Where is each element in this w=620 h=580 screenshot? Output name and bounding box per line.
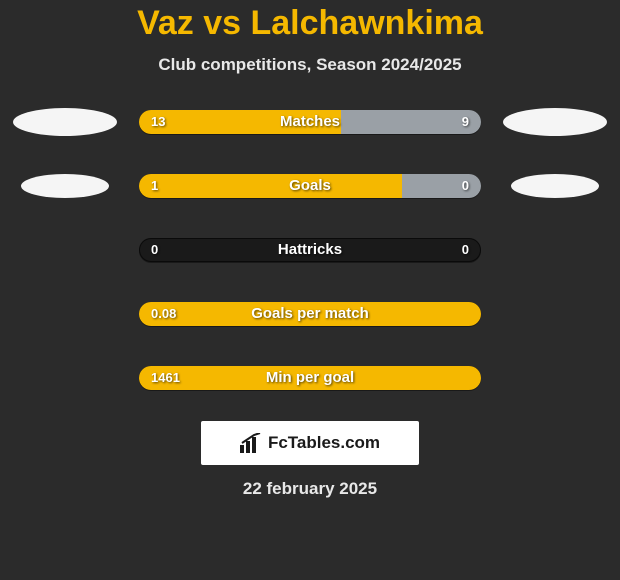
left-logo-slot <box>13 229 117 271</box>
stat-right-value: 0 <box>462 238 469 262</box>
team-logo-left <box>13 108 117 136</box>
stat-row: 1Goals0 <box>0 165 620 207</box>
date-line: 22 february 2025 <box>0 479 620 499</box>
stat-right-value: 9 <box>462 110 469 134</box>
team-logo-right <box>511 174 599 198</box>
stat-row: 13Matches9 <box>0 101 620 143</box>
left-logo-slot <box>13 357 117 399</box>
right-logo-slot <box>503 165 607 207</box>
stat-label: Matches <box>139 110 481 134</box>
stat-right-value: 0 <box>462 174 469 198</box>
team-logo-left <box>21 174 109 198</box>
brand-text: FcTables.com <box>268 433 380 453</box>
page-title: Vaz vs Lalchawnkima <box>0 4 620 43</box>
team-logo-right <box>503 108 607 136</box>
stat-bar: 0Hattricks0 <box>139 238 481 262</box>
subtitle: Club competitions, Season 2024/2025 <box>0 55 620 75</box>
stat-label: Goals per match <box>139 302 481 326</box>
stat-bar: 0.08Goals per match <box>139 302 481 326</box>
stat-row: 1461Min per goal <box>0 357 620 399</box>
stat-row: 0Hattricks0 <box>0 229 620 271</box>
stat-bar: 13Matches9 <box>139 110 481 134</box>
stat-bar: 1Goals0 <box>139 174 481 198</box>
stat-label: Hattricks <box>139 238 481 262</box>
right-logo-slot <box>503 101 607 143</box>
left-logo-slot <box>13 293 117 335</box>
stat-label: Min per goal <box>139 366 481 390</box>
stat-label: Goals <box>139 174 481 198</box>
stat-bar: 1461Min per goal <box>139 366 481 390</box>
right-logo-slot <box>503 357 607 399</box>
brand-box: FcTables.com <box>201 421 419 465</box>
right-logo-slot <box>503 229 607 271</box>
stat-row: 0.08Goals per match <box>0 293 620 335</box>
left-logo-slot <box>13 101 117 143</box>
right-logo-slot <box>503 293 607 335</box>
left-logo-slot <box>13 165 117 207</box>
stats-area: 13Matches91Goals00Hattricks00.08Goals pe… <box>0 101 620 399</box>
chart-icon <box>240 433 262 453</box>
